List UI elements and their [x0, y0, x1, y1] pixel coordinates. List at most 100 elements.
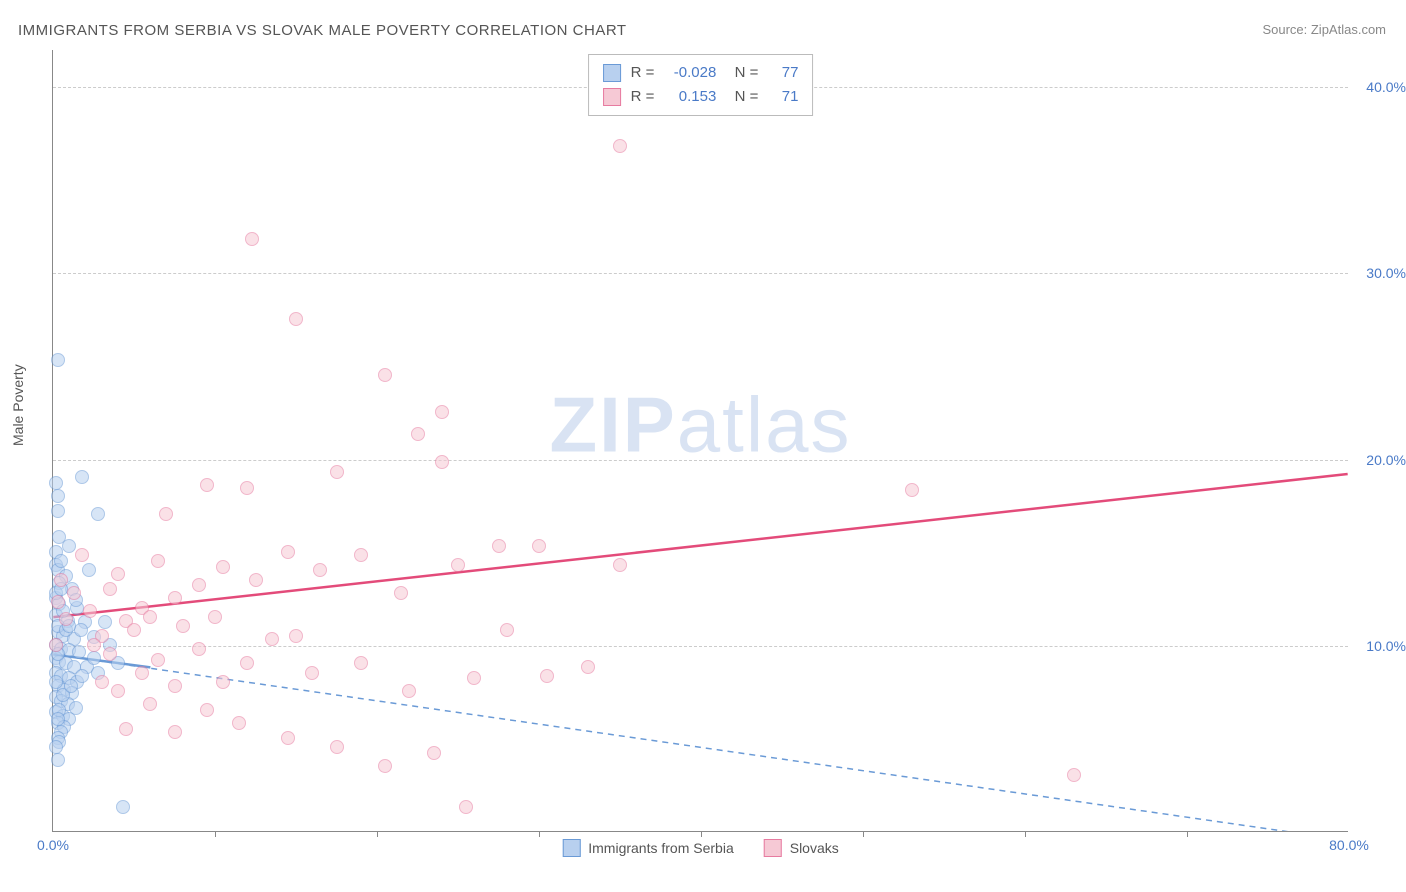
- point-slovaks: [135, 666, 149, 680]
- point-slovaks: [394, 586, 408, 600]
- y-tick-label: 20.0%: [1366, 452, 1406, 468]
- point-slovaks: [95, 675, 109, 689]
- point-serbia: [51, 753, 65, 767]
- point-slovaks: [532, 539, 546, 553]
- point-slovaks: [467, 671, 481, 685]
- point-serbia: [75, 669, 89, 683]
- y-tick-label: 40.0%: [1366, 79, 1406, 95]
- legend-row-serbia: R = -0.028 N = 77: [603, 61, 799, 85]
- point-slovaks: [232, 716, 246, 730]
- point-slovaks: [540, 669, 554, 683]
- point-slovaks: [281, 545, 295, 559]
- point-slovaks: [168, 725, 182, 739]
- point-slovaks: [451, 558, 465, 572]
- point-serbia: [75, 470, 89, 484]
- point-serbia: [51, 489, 65, 503]
- source-attribution: Source: ZipAtlas.com: [1262, 22, 1386, 37]
- trend-lines-layer: [53, 50, 1348, 831]
- gridline: [53, 273, 1348, 274]
- legend-swatch-serbia-icon: [562, 839, 580, 857]
- point-slovaks: [75, 548, 89, 562]
- legend-item-slovaks: Slovaks: [764, 839, 839, 857]
- point-slovaks: [49, 638, 63, 652]
- gridline: [53, 646, 1348, 647]
- point-slovaks: [54, 573, 68, 587]
- correlation-legend: R = -0.028 N = 77 R = 0.153 N = 71: [588, 54, 814, 116]
- point-slovaks: [216, 675, 230, 689]
- point-serbia: [82, 563, 96, 577]
- trend-line: [53, 474, 1347, 617]
- point-serbia: [54, 554, 68, 568]
- point-slovaks: [289, 629, 303, 643]
- point-slovaks: [159, 507, 173, 521]
- point-slovaks: [613, 558, 627, 572]
- point-slovaks: [427, 746, 441, 760]
- point-slovaks: [313, 563, 327, 577]
- point-slovaks: [249, 573, 263, 587]
- point-slovaks: [330, 465, 344, 479]
- point-serbia: [98, 615, 112, 629]
- point-serbia: [72, 645, 86, 659]
- x-tick-label: 0.0%: [37, 837, 69, 853]
- point-slovaks: [176, 619, 190, 633]
- point-slovaks: [402, 684, 416, 698]
- point-slovaks: [192, 642, 206, 656]
- point-slovaks: [168, 591, 182, 605]
- trend-line: [53, 654, 1347, 831]
- point-serbia: [49, 675, 63, 689]
- point-slovaks: [168, 679, 182, 693]
- y-tick-label: 10.0%: [1366, 638, 1406, 654]
- point-slovaks: [378, 368, 392, 382]
- point-slovaks: [192, 578, 206, 592]
- point-slovaks: [103, 582, 117, 596]
- point-slovaks: [581, 660, 595, 674]
- legend-swatch-slovaks: [603, 88, 621, 106]
- legend-swatch-serbia: [603, 64, 621, 82]
- point-slovaks: [435, 405, 449, 419]
- x-minor-tick: [1187, 831, 1188, 837]
- chart-container: IMMIGRANTS FROM SERBIA VS SLOVAK MALE PO…: [0, 0, 1406, 892]
- point-serbia: [116, 800, 130, 814]
- point-slovaks: [492, 539, 506, 553]
- n-value-slovaks: 71: [768, 85, 798, 109]
- n-label: N =: [726, 61, 758, 85]
- legend-swatch-slovaks-icon: [764, 839, 782, 857]
- point-slovaks: [87, 638, 101, 652]
- x-minor-tick: [701, 831, 702, 837]
- point-slovaks: [459, 800, 473, 814]
- point-slovaks: [67, 586, 81, 600]
- point-slovaks: [905, 483, 919, 497]
- point-slovaks: [435, 455, 449, 469]
- point-slovaks: [281, 731, 295, 745]
- point-slovaks: [151, 554, 165, 568]
- series-legend: Immigrants from Serbia Slovaks: [562, 839, 839, 857]
- point-serbia: [51, 353, 65, 367]
- r-label: R =: [631, 85, 655, 109]
- plot-area: ZIPatlas R = -0.028 N = 77 R = 0.153 N =…: [52, 50, 1348, 832]
- point-slovaks: [330, 740, 344, 754]
- point-slovaks: [245, 232, 259, 246]
- point-slovaks: [103, 647, 117, 661]
- point-slovaks: [111, 684, 125, 698]
- point-slovaks: [200, 478, 214, 492]
- x-minor-tick: [1025, 831, 1026, 837]
- point-slovaks: [111, 567, 125, 581]
- legend-row-slovaks: R = 0.153 N = 71: [603, 85, 799, 109]
- chart-title: IMMIGRANTS FROM SERBIA VS SLOVAK MALE PO…: [18, 22, 627, 39]
- legend-label-slovaks: Slovaks: [790, 840, 839, 856]
- legend-label-serbia: Immigrants from Serbia: [588, 840, 733, 856]
- x-minor-tick: [215, 831, 216, 837]
- point-serbia: [64, 679, 78, 693]
- n-value-serbia: 77: [768, 61, 798, 85]
- point-slovaks: [305, 666, 319, 680]
- point-slovaks: [59, 612, 73, 626]
- point-slovaks: [143, 610, 157, 624]
- point-slovaks: [119, 722, 133, 736]
- x-tick-label: 80.0%: [1329, 837, 1369, 853]
- point-serbia: [49, 476, 63, 490]
- point-slovaks: [143, 697, 157, 711]
- point-slovaks: [200, 703, 214, 717]
- r-value-serbia: -0.028: [664, 61, 716, 85]
- x-minor-tick: [377, 831, 378, 837]
- point-slovaks: [127, 623, 141, 637]
